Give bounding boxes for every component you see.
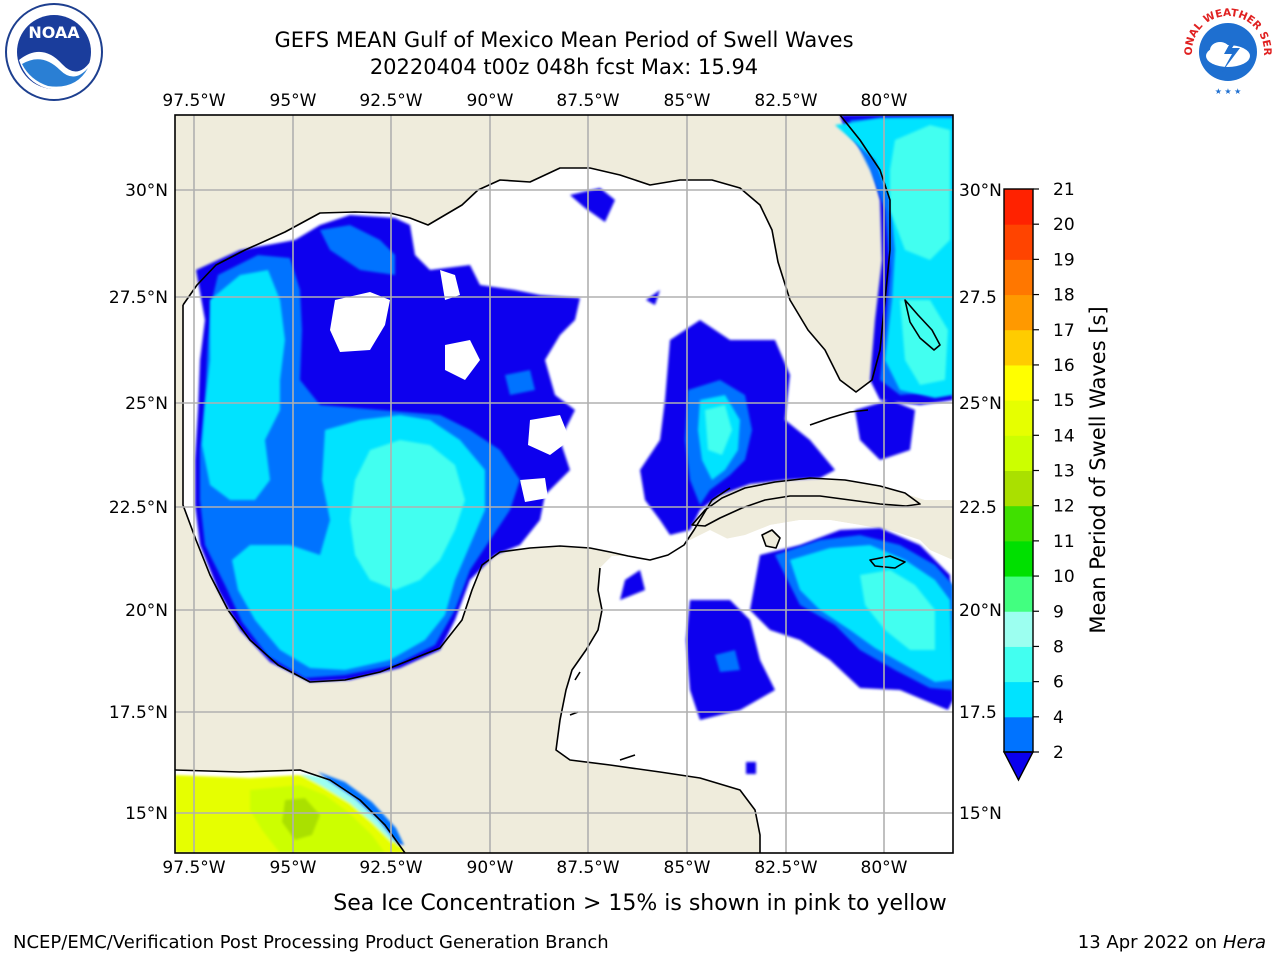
colorbar-tick-label: 20 (1053, 215, 1075, 235)
lon-label: 92.5°W (359, 91, 422, 111)
lon-label: 87.5°W (556, 858, 619, 878)
colorbar-tick-label: 15 (1053, 391, 1075, 411)
chart-title: GEFS MEAN Gulf of Mexico Mean Period of … (274, 28, 854, 52)
colorbar-band (1004, 646, 1033, 683)
pacific-swell (175, 772, 405, 853)
lat-label: 25°N (125, 394, 168, 414)
colorbar-tick-label: 19 (1053, 250, 1075, 270)
lon-labels-bottom: 97.5°W 95°W 92.5°W 90°W 87.5°W 85°W 82.5… (162, 858, 907, 878)
colorbar-label: Mean Period of Swell Waves [s] (1086, 306, 1110, 633)
colorbar-tick-label: 9 (1053, 602, 1064, 622)
colorbar-band (1004, 329, 1033, 366)
footer-date: 13 Apr 2022 on Hera (1078, 932, 1266, 953)
noaa-logo: NOAA (5, 3, 103, 101)
lon-label: 92.5°W (359, 858, 422, 878)
footer-credit: NCEP/EMC/Verification Post Processing Pr… (13, 932, 609, 953)
lat-labels-left: 30°N 27.5°N 25°N 22.5°N 20°N 17.5°N 15°N (109, 181, 168, 824)
colorbar-extend-low (1002, 751, 1035, 782)
map-area (175, 115, 953, 853)
colorbar-tick-label: 18 (1053, 286, 1075, 306)
colorbar-band (1004, 540, 1033, 577)
colorbar-band (1004, 189, 1033, 225)
lat-label: 22.5°N (109, 498, 168, 518)
lat-label: 17.5°N (109, 703, 168, 723)
colorbar-band (1004, 611, 1033, 647)
lat-label: 22.5 (959, 498, 997, 518)
lat-label: 27.5°N (109, 288, 168, 308)
colorbar-tick-label: 2 (1053, 743, 1064, 763)
colorbar: 2 4 6 8 9 10 11 12 13 14 15 16 17 18 19 20 21 (1002, 180, 1075, 782)
svg-text:★ ★ ★: ★ ★ ★ (1215, 87, 1242, 96)
lon-label: 95°W (270, 858, 317, 878)
cuba (692, 478, 920, 526)
swell-below-2s (330, 270, 570, 502)
lat-label: 27.5 (959, 288, 997, 308)
lat-labels-right: 30°N 27.5 25°N 22.5 20°N 17.5 15°N (959, 181, 1002, 824)
lat-label: 30°N (125, 181, 168, 201)
coastlines (175, 115, 941, 853)
colorbar-band (1004, 576, 1033, 612)
swell-8-9s (350, 125, 950, 650)
colorbar-tick-label: 17 (1053, 321, 1075, 341)
colorbar-band (1004, 259, 1033, 296)
colorbar-tick-label: 11 (1053, 532, 1075, 552)
map-frame (174, 114, 954, 854)
lat-label: 20°N (125, 601, 168, 621)
lon-label: 82.5°W (754, 91, 817, 111)
lon-label: 80°W (861, 91, 908, 111)
lon-label: 85°W (664, 91, 711, 111)
lat-label: 17.5 (959, 703, 997, 723)
sea-ice-note: Sea Ice Concentration > 15% is shown in … (333, 891, 947, 916)
colorbar-band (1004, 505, 1033, 542)
colorbar-tick-label: 8 (1053, 637, 1064, 657)
colorbar-band (1004, 364, 1033, 401)
colorbar-band (1004, 716, 1033, 753)
colorbar-tick-label: 21 (1053, 180, 1075, 200)
lon-label: 80°W (861, 858, 908, 878)
lon-label: 97.5°W (162, 91, 225, 111)
colorbar-band (1004, 470, 1033, 507)
lon-label: 97.5°W (162, 858, 225, 878)
noaa-logo-text: NOAA (28, 23, 80, 42)
colorbar-tick-label: 10 (1053, 567, 1075, 587)
lon-label: 85°W (664, 858, 711, 878)
colorbar-tick-label: 14 (1053, 426, 1075, 446)
lon-labels-top: 97.5°W 95°W 92.5°W 90°W 87.5°W 85°W 82.5… (162, 91, 907, 111)
lat-label: 20°N (959, 601, 1002, 621)
footer-date-text: 13 Apr 2022 on (1077, 932, 1223, 953)
lon-label: 90°W (467, 91, 514, 111)
lat-label: 15°N (959, 804, 1002, 824)
colorbar-band (1004, 294, 1033, 331)
colorbar-band (1004, 224, 1033, 260)
graticule (175, 115, 953, 853)
footer-machine: Hera (1222, 932, 1266, 953)
colorbar-tick-label: 16 (1053, 356, 1075, 376)
lat-label: 30°N (959, 181, 1002, 201)
lon-label: 95°W (270, 91, 317, 111)
colorbar-tick-label: 12 (1053, 497, 1075, 517)
lon-label: 87.5°W (556, 91, 619, 111)
colorbar-tick-label: 6 (1053, 673, 1064, 693)
lon-label: 90°W (467, 858, 514, 878)
lat-label: 25°N (959, 394, 1002, 414)
nws-logo: NATIONAL WEATHER SERVICE ★ ★ ★ (1178, 2, 1275, 99)
colorbar-tick-label: 13 (1053, 462, 1075, 482)
chart-subtitle: 20220404 t00z 048h fcst Max: 15.94 (369, 55, 759, 79)
lon-label: 82.5°W (754, 858, 817, 878)
colorbar-band (1004, 400, 1033, 436)
colorbar-band (1004, 681, 1033, 718)
colorbar-tick-label: 4 (1053, 708, 1064, 728)
lat-label: 15°N (125, 804, 168, 824)
colorbar-band (1004, 435, 1033, 471)
